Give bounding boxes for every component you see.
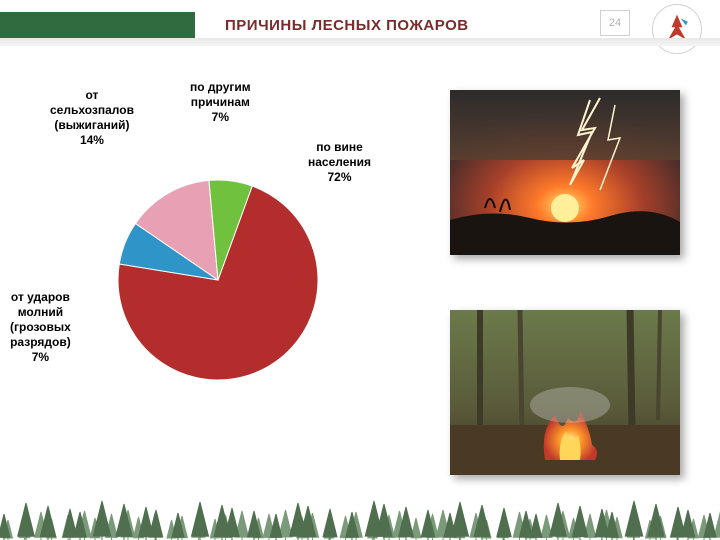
header-accent [0,12,195,38]
image-groundfire [450,310,680,475]
pie-slice-label: по виненаселения72% [308,140,371,185]
pie-slice-label: от ударовмолний(грозовыхразрядов)7% [10,290,71,365]
image-lightning [450,90,680,255]
page-title: ПРИЧИНЫ ЛЕСНЫХ ПОЖАРОВ [195,17,720,34]
page-number-value: 24 [609,17,621,29]
logo [652,4,702,54]
pie-slice-label: отсельхозпалов(выжиганий)14% [50,88,134,148]
tree-footer [0,494,720,540]
accent-strip [0,38,720,46]
page-number: 24 [600,10,630,36]
pie-svg [118,180,318,380]
slide: ПРИЧИНЫ ЛЕСНЫХ ПОЖАРОВ 24 по виненаселен… [0,0,720,540]
pie-wrap [118,180,318,380]
pie-chart: по виненаселения72% от ударовмолний(грозо… [10,80,410,460]
pie-slice-label: по другимпричинам7% [190,80,251,125]
